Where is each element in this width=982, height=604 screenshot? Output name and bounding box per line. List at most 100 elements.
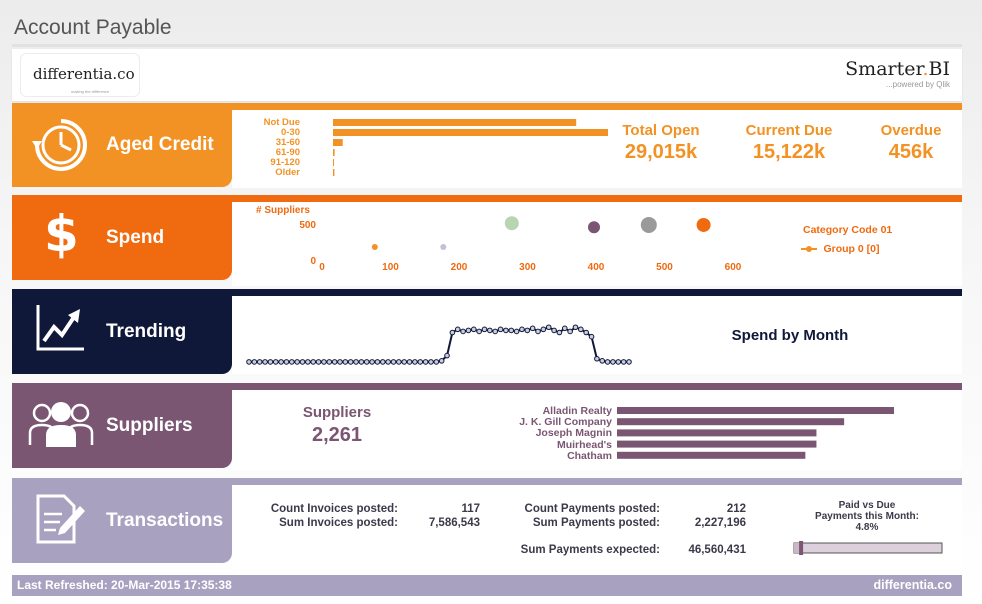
spend-by-month-point[interactable] — [353, 359, 359, 365]
spend-by-month-point[interactable] — [615, 359, 622, 365]
spend-by-month-point[interactable] — [620, 359, 627, 365]
gauge-marker[interactable] — [799, 541, 804, 555]
spend-by-month-point[interactable] — [535, 328, 541, 335]
footer-brand-link[interactable]: differentia.co — [873, 578, 953, 592]
spend-by-month-point[interactable] — [487, 327, 493, 334]
spend-by-month-point[interactable] — [545, 324, 552, 331]
spend-by-month-point[interactable] — [262, 359, 268, 365]
spend-by-month-point[interactable] — [326, 359, 333, 365]
spend-by-month-point[interactable] — [305, 359, 311, 365]
spend-by-month-point[interactable] — [390, 359, 397, 365]
spend-by-month-point[interactable] — [374, 359, 381, 365]
spend-by-month-point[interactable] — [594, 355, 600, 362]
spend-by-month-point[interactable] — [551, 327, 557, 334]
spend-by-month-point[interactable] — [396, 359, 402, 365]
spend-by-month-point[interactable] — [610, 359, 616, 365]
spend-by-month-point[interactable] — [476, 328, 482, 335]
spend-by-month-point[interactable] — [315, 359, 322, 365]
spend-by-month-point[interactable] — [508, 327, 515, 334]
spend-by-month-point[interactable] — [342, 359, 349, 365]
aged-credit-tile[interactable]: Aged Credit — [12, 103, 232, 187]
supplier-bar[interactable] — [617, 429, 817, 437]
spend-by-month-point[interactable] — [481, 326, 488, 333]
spend-by-month-point[interactable] — [380, 359, 386, 365]
aged-credit-bar[interactable] — [333, 149, 335, 156]
spend-by-month-point[interactable] — [561, 325, 568, 332]
spend-by-month-point[interactable] — [369, 359, 375, 365]
spend-by-month-point[interactable] — [519, 326, 525, 333]
spend-by-month-point[interactable] — [358, 359, 365, 365]
spend-by-month-point[interactable] — [337, 359, 343, 365]
spend-tile[interactable]: $ Spend — [12, 195, 232, 280]
spend-scatter-point[interactable] — [640, 216, 657, 233]
spend-by-month-point[interactable] — [438, 358, 445, 364]
spend-by-month-point[interactable] — [256, 359, 263, 365]
spend-by-month-point[interactable] — [310, 359, 317, 365]
spend-by-month-point[interactable] — [422, 359, 429, 365]
spend-by-month-point[interactable] — [246, 359, 252, 365]
spend-by-month-point[interactable] — [428, 359, 434, 365]
spend-by-month-point[interactable] — [331, 359, 338, 365]
spend-by-month-point[interactable] — [492, 328, 498, 335]
spend-by-month-point[interactable] — [454, 326, 461, 333]
supplier-bar[interactable] — [617, 440, 817, 448]
supplier-bar[interactable] — [617, 451, 806, 459]
aged-credit-bar[interactable] — [333, 139, 343, 146]
aged-credit-bar[interactable] — [333, 119, 577, 126]
spend-by-month-point[interactable] — [449, 329, 456, 336]
suppliers-tile[interactable]: Suppliers — [12, 383, 232, 468]
spend-by-month-point[interactable] — [583, 329, 589, 336]
spend-scatter-point[interactable] — [696, 217, 711, 232]
spend-scatter-point[interactable] — [371, 243, 378, 250]
spend-by-month-point[interactable] — [412, 359, 418, 365]
spend-by-month-point[interactable] — [497, 326, 504, 333]
spend-by-month-point[interactable] — [294, 359, 300, 365]
aged-credit-bar[interactable] — [333, 169, 335, 176]
spend-by-month-point[interactable] — [321, 359, 327, 365]
spend-by-month-point[interactable] — [470, 326, 477, 333]
clock-refresh-icon — [32, 119, 87, 171]
spend-by-month-point[interactable] — [417, 359, 424, 365]
spend-by-month-point[interactable] — [433, 359, 440, 365]
spend-by-month-point[interactable] — [626, 359, 632, 365]
differentia-logo[interactable]: differentia.co making the difference — [20, 53, 140, 97]
spend-by-month-point[interactable] — [401, 359, 408, 365]
spend-scatter-point[interactable] — [504, 216, 519, 231]
spend-scatter-point[interactable] — [440, 243, 447, 250]
spend-by-month-point[interactable] — [444, 352, 450, 359]
spend-by-month-point[interactable] — [363, 359, 370, 365]
spend-by-month-point[interactable] — [599, 358, 606, 364]
spend-by-month-point[interactable] — [385, 359, 391, 365]
spend-legend-item[interactable]: Group 0 [0] — [801, 240, 879, 258]
spend-by-month-point[interactable] — [572, 324, 579, 331]
spend-by-month-point[interactable] — [267, 359, 274, 365]
spend-by-month-point[interactable] — [567, 328, 573, 335]
spend-by-month-point[interactable] — [465, 327, 472, 334]
aged-credit-bar[interactable] — [333, 159, 334, 166]
aged-credit-bar[interactable] — [333, 129, 608, 136]
spend-by-month-point[interactable] — [529, 325, 536, 332]
spend-by-month-point[interactable] — [604, 359, 611, 365]
spend-by-month-point[interactable] — [299, 359, 306, 365]
smarterbi-logo[interactable]: Smarter.BI ...powered by Qlik — [845, 58, 950, 89]
spend-by-month-point[interactable] — [540, 326, 547, 333]
spend-by-month-point[interactable] — [283, 359, 290, 365]
spend-scatter-point[interactable] — [588, 221, 600, 234]
spend-by-month-point[interactable] — [588, 333, 595, 340]
supplier-bar[interactable] — [617, 407, 894, 414]
spend-by-month-point[interactable] — [460, 328, 466, 335]
transactions-tile[interactable]: Transactions — [12, 478, 232, 563]
spend-by-month-point[interactable] — [347, 359, 354, 365]
trending-tile[interactable]: Trending — [12, 289, 232, 374]
spend-by-month-point[interactable] — [272, 359, 279, 365]
spend-by-month-point[interactable] — [578, 326, 584, 333]
supplier-bar[interactable] — [617, 418, 845, 426]
spend-by-month-point[interactable] — [556, 329, 563, 336]
spend-by-month-point[interactable] — [289, 359, 295, 365]
spend-by-month-point[interactable] — [513, 328, 520, 335]
spend-by-month-point[interactable] — [503, 327, 509, 334]
spend-by-month-point[interactable] — [251, 359, 258, 365]
spend-by-month-point[interactable] — [524, 327, 531, 334]
spend-by-month-point[interactable] — [278, 359, 284, 365]
spend-by-month-point[interactable] — [406, 359, 413, 365]
